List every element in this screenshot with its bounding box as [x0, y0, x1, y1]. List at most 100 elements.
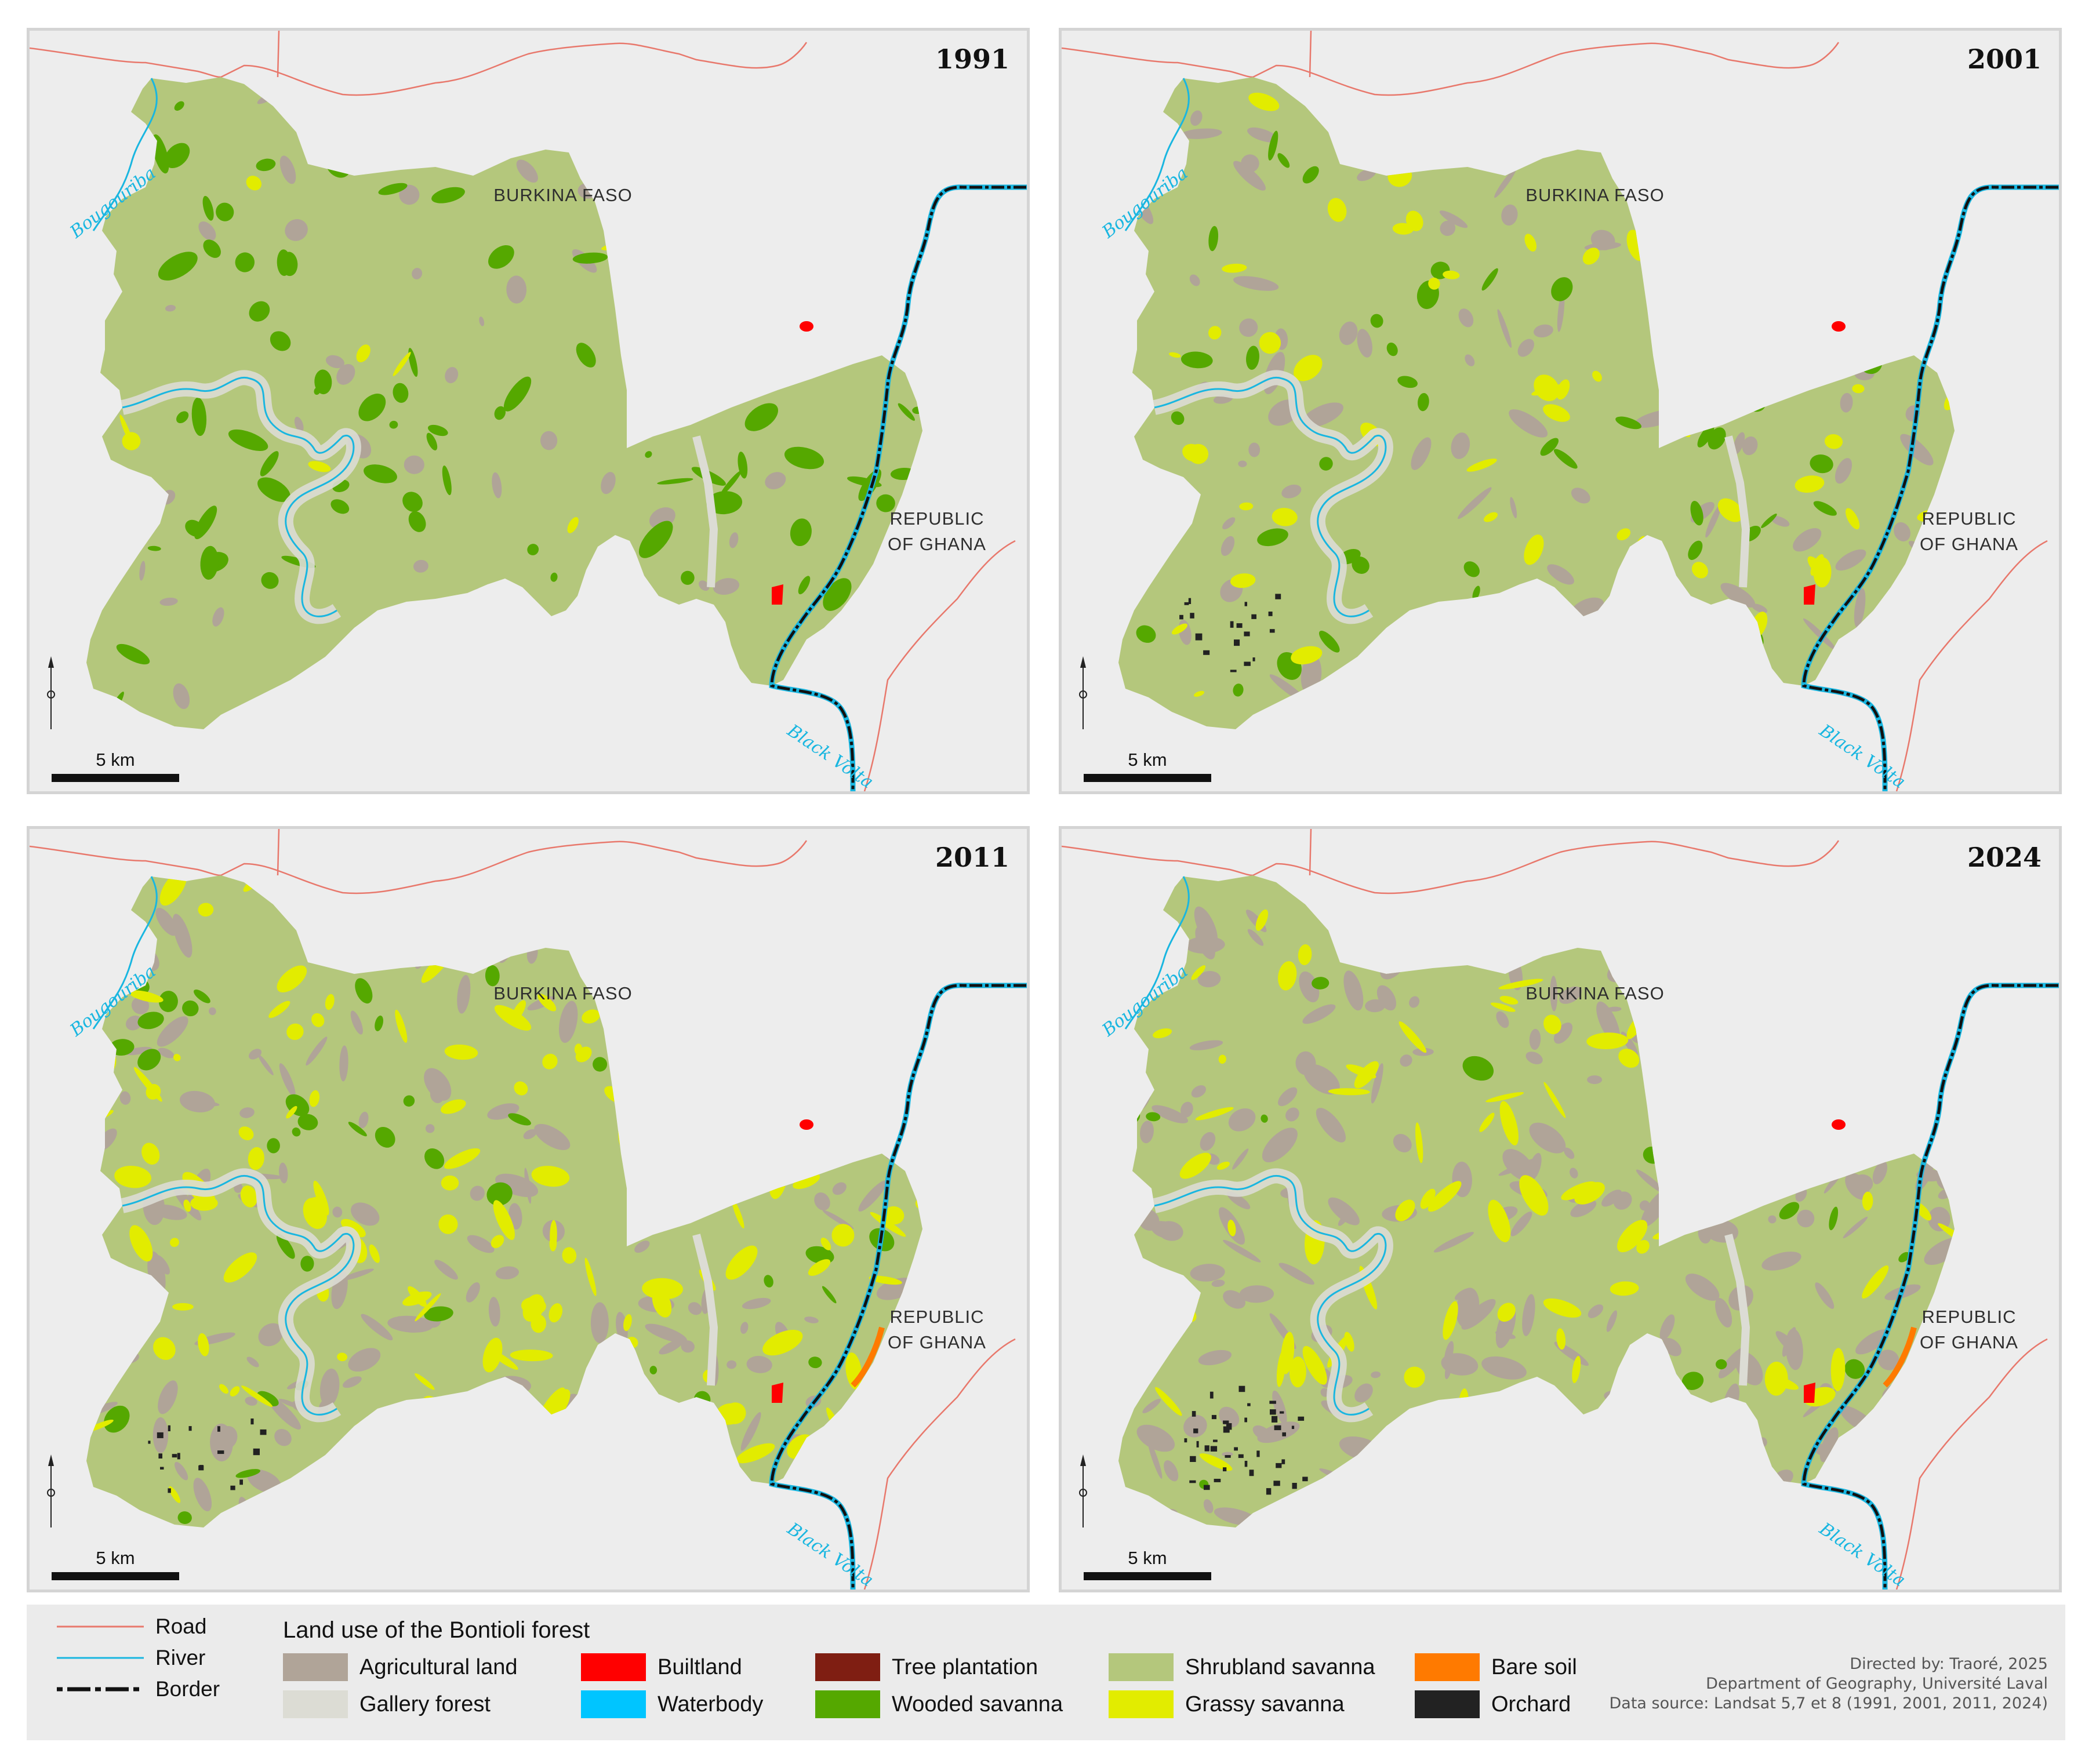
- patch-agricultural-land: [350, 1010, 363, 1035]
- patch-wooded-savanna: [408, 511, 426, 532]
- patch-agricultural-land: [915, 1381, 922, 1411]
- patch-agricultural-land: [1832, 1020, 1851, 1034]
- patch-grassy-savanna: [562, 1247, 577, 1264]
- patch-wooded-savanna: [822, 1286, 837, 1304]
- patch-grassy-savanna: [240, 1185, 257, 1207]
- patch-grassy-savanna: [1153, 1028, 1172, 1038]
- patch-agricultural-land: [1877, 1350, 1899, 1370]
- country-label-burkina-faso: BURKINA FASO: [1525, 185, 1665, 205]
- patch-grassy-savanna: [325, 994, 335, 1010]
- patch-wooded-savanna: [158, 991, 178, 1012]
- patch-agricultural-land: [560, 917, 574, 939]
- patch-agricultural-land: [1767, 893, 1793, 932]
- patch-agricultural-land: [89, 1100, 105, 1116]
- patch-agricultural-land: [1768, 141, 1791, 164]
- patch-agricultural-land: [1593, 83, 1614, 105]
- patch-agricultural-land: [1228, 1108, 1256, 1132]
- patch-grassy-savanna: [1227, 1220, 1236, 1236]
- patch-grassy-savanna: [549, 1303, 563, 1323]
- patch-agricultural-land: [158, 1048, 175, 1059]
- patch-grassy-savanna: [735, 1158, 745, 1167]
- border-line: [770, 984, 964, 1590]
- patch-grassy-savanna: [1765, 1486, 1788, 1517]
- patch-agricultural-land: [1501, 204, 1518, 226]
- patch-grassy-savanna: [1199, 1453, 1233, 1471]
- patch-grassy-savanna: [1746, 1022, 1759, 1033]
- patch-grassy-savanna: [1586, 101, 1599, 116]
- patch-wooded-savanna: [182, 1000, 199, 1017]
- patch-orchard: [168, 1425, 170, 1431]
- patch-orchard: [1281, 1459, 1285, 1464]
- patch-agricultural-land: [1509, 409, 1548, 438]
- patch-grassy-savanna: [1344, 1332, 1354, 1352]
- patch-agricultural-land: [1498, 1158, 1538, 1176]
- patch-agricultural-land: [778, 991, 784, 1010]
- patch-agricultural-land: [523, 1129, 537, 1140]
- patch-wooded-savanna: [744, 403, 779, 431]
- patch-grassy-savanna: [1499, 1101, 1519, 1145]
- road-line: [1062, 42, 1840, 96]
- patch-grassy-savanna: [1543, 404, 1570, 422]
- patch-agricultural-land: [1393, 1134, 1412, 1152]
- patch-orchard: [188, 1426, 192, 1431]
- legend-title: Land use of the Bontioli forest: [283, 1617, 590, 1643]
- patch-grassy-savanna: [1610, 1281, 1639, 1296]
- patch-agricultural-land: [492, 472, 502, 499]
- patch-agricultural-land: [832, 1182, 847, 1195]
- patch-grassy-savanna: [760, 234, 768, 242]
- patch-grassy-savanna: [1862, 1265, 1889, 1299]
- patch-gallery-forest: [1724, 435, 1750, 588]
- patch-agricultural-land: [1494, 168, 1517, 198]
- patch-agricultural-land: [466, 1282, 480, 1303]
- patch-wooded-savanna: [798, 576, 811, 595]
- patch-agricultural-land: [1721, 1133, 1763, 1150]
- patch-grassy-savanna: [1470, 883, 1491, 909]
- patch-grassy-savanna: [1824, 434, 1843, 449]
- patch-agricultural-land: [740, 1412, 761, 1451]
- patch-agricultural-land: [1606, 1310, 1618, 1332]
- patch-agricultural-land: [1550, 976, 1558, 1012]
- patch-agricultural-land: [713, 578, 740, 595]
- patch-grassy-savanna: [1399, 1021, 1427, 1053]
- patch-agricultural-land: [858, 1180, 887, 1212]
- legend-class-orchard: Orchard: [1415, 1690, 1571, 1718]
- patch-grassy-savanna: [1926, 1430, 1945, 1440]
- patch-orchard: [250, 1419, 254, 1425]
- patch-grassy-savanna: [1618, 1049, 1640, 1068]
- patch-wooded-savanna: [137, 1012, 164, 1030]
- river-line: [1154, 376, 1387, 617]
- patch-grassy-savanna: [851, 1027, 874, 1064]
- patch-agricultural-land: [681, 1340, 695, 1353]
- patch-wooded-savanna: [147, 545, 161, 551]
- patch-grassy-savanna: [1218, 1054, 1226, 1064]
- patch-grassy-savanna: [1179, 1152, 1211, 1179]
- patch-agricultural-land: [1754, 320, 1777, 358]
- patch-wooded-savanna: [1551, 277, 1573, 301]
- patch-agricultural-land: [1189, 274, 1200, 286]
- patch-wooded-savanna: [408, 348, 418, 377]
- patch-grassy-savanna: [1601, 893, 1637, 907]
- patch-agricultural-land: [1668, 1196, 1687, 1230]
- patch-agricultural-land: [1222, 517, 1236, 530]
- patch-agricultural-land: [340, 1268, 374, 1281]
- patch-wooded-savanna: [355, 978, 373, 1004]
- patch-wooded-savanna: [849, 270, 864, 290]
- year-label: 2024: [1967, 842, 2042, 873]
- patch-agricultural-land: [847, 922, 866, 941]
- patch-wooded-savanna: [494, 406, 506, 420]
- patch-agricultural-land: [712, 1134, 736, 1167]
- patch-grassy-savanna: [574, 116, 596, 135]
- map-panel-1991: 1991 BURKINA FASO REPUBLIC OF GHANA Bougo…: [27, 28, 1030, 794]
- patch-wooded-savanna: [403, 1095, 415, 1107]
- patch-agricultural-land: [1820, 965, 1857, 995]
- patch-grassy-savanna: [1556, 379, 1570, 400]
- patch-grassy-savanna: [864, 952, 880, 960]
- patch-grassy-savanna: [884, 1206, 905, 1225]
- patch-grassy-savanna: [468, 919, 486, 954]
- patch-grassy-savanna: [808, 1439, 825, 1465]
- patch-agricultural-land: [1542, 1486, 1555, 1499]
- patch-grassy-savanna: [1895, 321, 1915, 344]
- patch-grassy-savanna: [491, 1235, 504, 1249]
- patch-wooded-savanna: [1268, 130, 1278, 161]
- patch-grassy-savanna: [1510, 1420, 1537, 1437]
